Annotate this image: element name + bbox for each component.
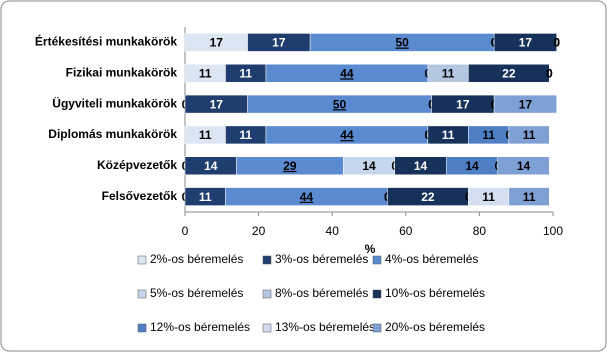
data-label: 0 <box>546 66 553 80</box>
data-label: 14 <box>204 159 218 173</box>
data-label: 0 <box>546 66 553 80</box>
legend-label: 2%-os béremelés <box>150 252 243 266</box>
legend-swatch <box>137 255 147 265</box>
data-label: 11 <box>239 66 252 80</box>
data-label: 0 <box>553 36 560 50</box>
data-label: 0 <box>553 36 560 50</box>
data-label: 11 <box>442 128 455 142</box>
legend-swatch <box>137 323 147 333</box>
data-label: 50 <box>395 36 409 50</box>
legend-swatch <box>262 323 272 333</box>
y-tick-label: Felsővezetők <box>102 189 178 203</box>
bar-segment <box>468 64 550 83</box>
data-label: 17 <box>519 36 533 50</box>
data-label: 44 <box>340 66 354 80</box>
legend-swatch <box>372 289 382 299</box>
data-label: 11 <box>482 128 495 142</box>
legend-label: 12%-os béremelés <box>150 320 250 334</box>
legend-swatch <box>372 255 382 265</box>
data-label: 11 <box>199 128 212 142</box>
data-label: 17 <box>519 97 533 111</box>
legend-label: 4%-os béremelés <box>385 252 478 266</box>
data-label: 0 <box>553 36 560 50</box>
x-tick-label: 80 <box>473 224 487 238</box>
data-label: 17 <box>272 36 286 50</box>
legend-label: 3%-os béremelés <box>275 252 368 266</box>
data-label: 11 <box>523 128 536 142</box>
y-tick-label: Értékesítési munkakörök <box>35 34 177 49</box>
x-tick-label: 40 <box>326 224 340 238</box>
data-label: 44 <box>340 128 354 142</box>
legend-label: 20%-os béremelés <box>385 320 485 334</box>
data-label: 50 <box>333 97 347 111</box>
x-tick-label: 60 <box>399 224 413 238</box>
data-label: 14 <box>362 159 376 173</box>
legend-label: 10%-os béremelés <box>385 286 485 300</box>
data-label: 17 <box>210 36 224 50</box>
data-label: 0 <box>546 66 553 80</box>
data-label: 22 <box>421 190 435 204</box>
bar-segment <box>508 187 550 206</box>
legend-swatch <box>372 323 382 333</box>
data-label: 14 <box>465 159 479 173</box>
bar-segment <box>508 125 550 145</box>
bar-segment <box>497 156 550 175</box>
data-label: 11 <box>523 190 536 204</box>
data-label: 44 <box>300 190 314 204</box>
data-label: 17 <box>210 97 224 111</box>
x-tick-label: 0 <box>182 224 189 238</box>
bar-segment <box>493 33 557 52</box>
data-label: 14 <box>517 159 531 173</box>
data-label: 11 <box>442 66 455 80</box>
data-label: 11 <box>239 128 252 142</box>
y-tick-label: Diplomás munkakörök <box>48 127 177 141</box>
legend-label: 13%-os béremelés <box>275 320 375 334</box>
y-tick-label: Fizikai munkakörök <box>66 65 178 79</box>
x-tick-label: 100 <box>543 224 563 238</box>
data-label: 17 <box>456 97 470 111</box>
legend-label: 8%-os béremelés <box>275 286 368 300</box>
y-tick-label: Középvezetők <box>97 158 177 172</box>
data-label: 29 <box>283 159 297 173</box>
data-label: 11 <box>482 190 495 204</box>
bar-segment <box>493 94 557 114</box>
data-label: 11 <box>199 66 212 80</box>
y-tick-label: Ügyviteli munkakörök <box>52 95 177 110</box>
x-tick-label: 20 <box>252 224 266 238</box>
data-label: 14 <box>414 159 428 173</box>
x-axis-label: % <box>365 242 376 256</box>
data-label: 22 <box>502 66 516 80</box>
legend-label: 5%-os béremelés <box>150 286 243 300</box>
legend-swatch <box>262 255 272 265</box>
legend-swatch <box>137 289 147 299</box>
data-label: 11 <box>199 190 212 204</box>
legend-swatch <box>262 289 272 299</box>
